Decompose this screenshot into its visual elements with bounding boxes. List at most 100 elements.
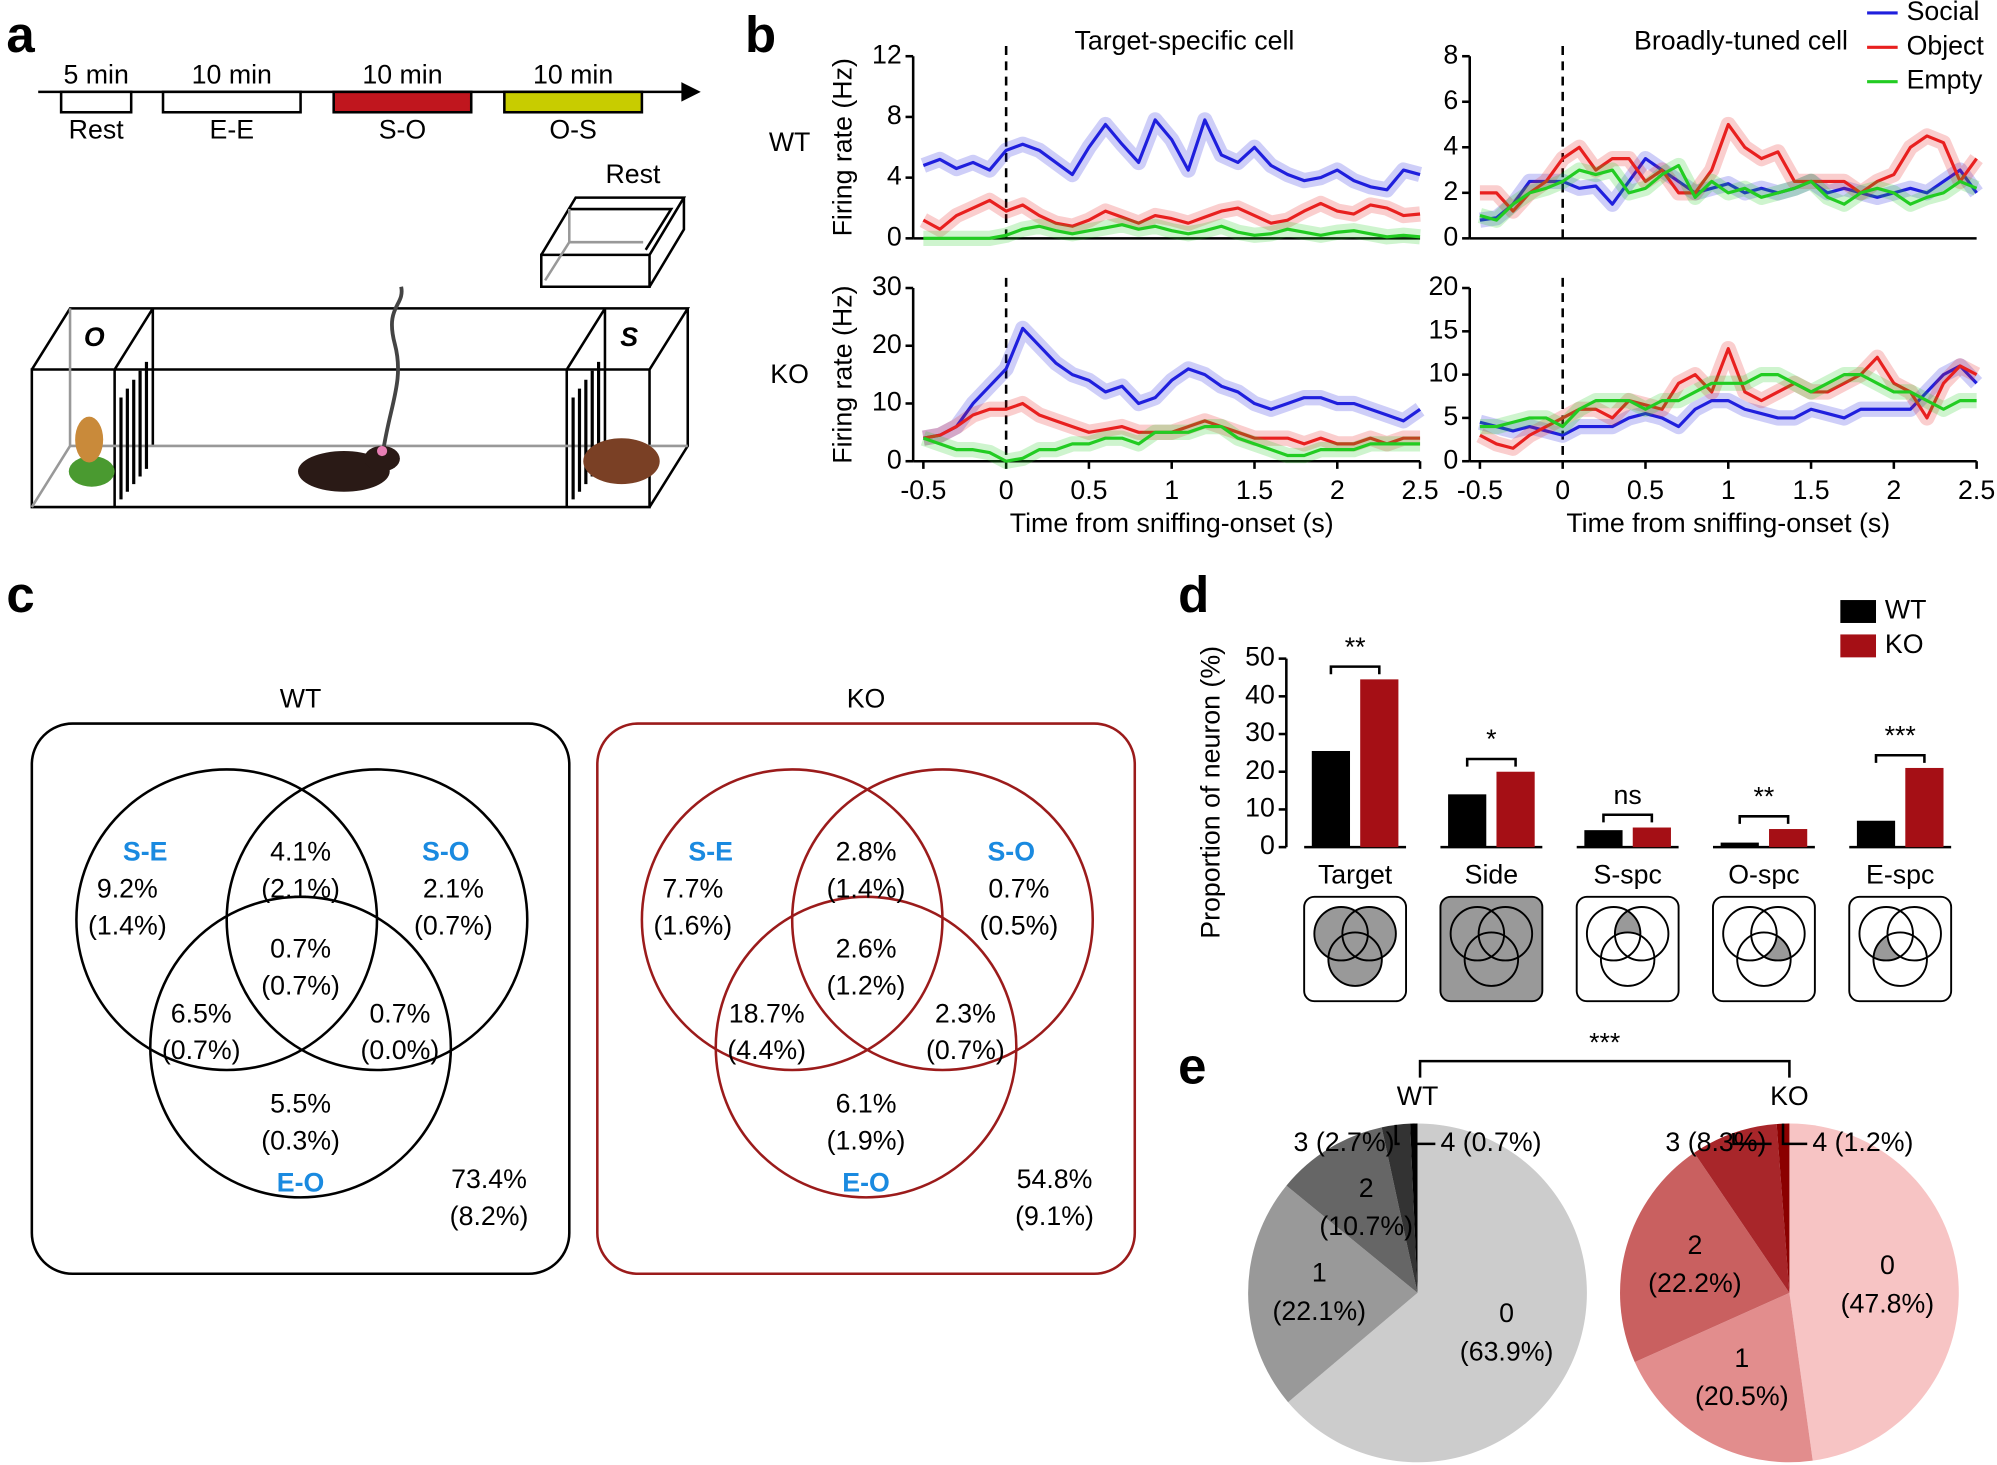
panel-label: a	[6, 6, 35, 63]
y-axis-label: Firing rate (Hz)	[827, 58, 857, 236]
venn-circle	[149, 895, 453, 1199]
leader-line	[1412, 1123, 1436, 1146]
slice-outer-label: 4 (1.2%)	[1812, 1127, 1913, 1157]
y-tick-label: 8	[1443, 39, 1458, 69]
venn-set-label: S-O	[422, 837, 470, 867]
significance-bracket	[1738, 815, 1790, 824]
significance-label: ***	[1885, 720, 1916, 750]
venn-percent: 7.7%	[662, 873, 723, 903]
series-line	[1479, 373, 1977, 429]
y-tick-label: 0	[1260, 830, 1275, 860]
session-box	[503, 90, 644, 114]
x-tick-label: 2	[1886, 475, 1901, 505]
rest-cage	[540, 196, 687, 289]
icon-circle	[1313, 906, 1369, 962]
icon-circle	[1463, 931, 1520, 987]
series-line	[1479, 364, 1978, 437]
leader-line	[1394, 1124, 1400, 1146]
row-label: KO	[770, 359, 809, 389]
slice-outer-label: 3 (8.3%)	[1665, 1127, 1766, 1157]
bar	[1311, 750, 1351, 848]
venn-set-label: S-O	[987, 837, 1035, 867]
y-tick-label: 0	[887, 444, 902, 474]
object-toy	[75, 416, 104, 463]
animals	[68, 416, 660, 492]
venn-percent: 0.7%	[270, 933, 331, 963]
implant	[376, 445, 388, 457]
venn-icon	[1439, 895, 1544, 1003]
icon-mask	[1600, 932, 1655, 986]
venn-percent: 2.1%	[423, 873, 484, 903]
venn-percent: 18.7%	[729, 998, 805, 1028]
icon-circle	[1599, 931, 1656, 987]
chamber-back	[30, 308, 688, 508]
legend-swatch	[1840, 600, 1877, 623]
venn-set-label: S-E	[688, 837, 733, 867]
y-axis-label: Proportion of neuron (%)	[1196, 646, 1226, 939]
legend-swatch	[1840, 634, 1877, 658]
venn-count: (0.7%)	[162, 1035, 241, 1065]
error-band	[920, 112, 1423, 198]
mouse-head	[364, 445, 400, 472]
venn-icon	[1848, 895, 1953, 1003]
slice-value: (8.3%)	[1688, 1127, 1767, 1157]
x-tick-label: Target	[1318, 859, 1393, 889]
icon-circle	[1613, 906, 1670, 962]
series-line	[922, 118, 1421, 192]
significance-label: **	[1345, 632, 1366, 662]
slice-category: 3	[1294, 1127, 1309, 1157]
venn-count: (9.1%)	[1015, 1201, 1094, 1231]
slice-value: (10.7%)	[1319, 1211, 1413, 1241]
significance-label: *	[1486, 724, 1496, 754]
x-tick-label: 2.5	[1958, 475, 1995, 505]
icon-circle	[1750, 906, 1806, 962]
x-tick-label: 0	[999, 475, 1014, 505]
venn-percent: 6.1%	[836, 1089, 897, 1119]
y-tick-label: 10	[1245, 792, 1275, 822]
bar	[1769, 829, 1808, 848]
venn-percent: 54.8%	[1017, 1164, 1093, 1194]
icon-circle	[1341, 906, 1397, 962]
bar	[1720, 842, 1759, 848]
session-label: E-E	[210, 114, 255, 144]
bar	[1448, 794, 1487, 848]
arrow-head	[681, 82, 701, 102]
x-tick-label: -0.5	[1457, 475, 1503, 505]
social-label: S	[620, 322, 638, 352]
slice-outer-label: 4 (0.7%)	[1440, 1127, 1541, 1157]
legend-label: Object	[1907, 30, 1985, 60]
x-tick-label: Side	[1465, 859, 1519, 889]
significance-bracket	[1465, 757, 1517, 767]
y-tick-label: 20	[1245, 755, 1275, 785]
venn-percent: 0.7%	[988, 873, 1049, 903]
y-tick-label: 30	[872, 271, 902, 301]
leader-line	[1781, 1123, 1808, 1146]
venn-circle	[225, 768, 529, 1072]
venn-percent: 6.5%	[171, 998, 232, 1028]
icon-circle	[1858, 906, 1914, 962]
venn-percent: 2.3%	[935, 998, 996, 1028]
venn-count: (0.7%)	[414, 910, 493, 940]
series-line	[922, 424, 1421, 463]
icon-circle	[1327, 931, 1383, 987]
venn-count: (0.3%)	[261, 1126, 340, 1156]
slice-value: (47.8%)	[1841, 1288, 1935, 1318]
icon-circle	[1449, 906, 1506, 962]
x-tick-label: 1.5	[1236, 475, 1273, 505]
legend-label: KO	[1885, 629, 1924, 659]
chart-title: Target-specific cell	[1074, 25, 1294, 55]
y-tick-label: 4	[1443, 130, 1458, 160]
y-tick-label: 5	[1443, 401, 1458, 431]
y-tick-label: 2	[1443, 176, 1458, 206]
slice-outer-label: 3 (2.7%)	[1294, 1127, 1395, 1157]
venn-percent: 0.7%	[369, 998, 430, 1028]
venn-title: KO	[847, 684, 886, 714]
slice-value: (63.9%)	[1460, 1336, 1554, 1366]
significance-bracket	[1874, 753, 1926, 763]
y-axis-label: Firing rate (Hz)	[827, 285, 857, 463]
cage-bars	[119, 361, 601, 500]
venn-count: (0.0%)	[361, 1035, 440, 1065]
icon-circle	[1477, 906, 1534, 962]
pie-title: WT	[1397, 1081, 1439, 1111]
slice-category: 4	[1440, 1127, 1455, 1157]
